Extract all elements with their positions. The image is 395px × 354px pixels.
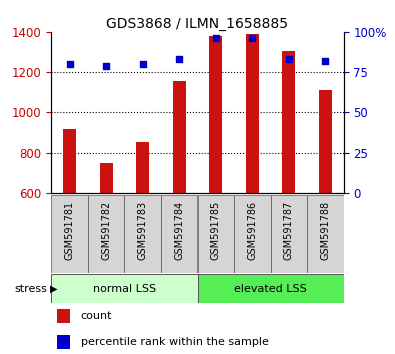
Text: GSM591786: GSM591786 [247, 201, 257, 260]
Text: GSM591781: GSM591781 [65, 201, 75, 260]
Bar [57, 309, 70, 323]
Bar [57, 335, 70, 349]
Text: GSM591788: GSM591788 [320, 201, 330, 260]
Bar [307, 195, 344, 273]
Bar [319, 90, 332, 193]
Text: stress: stress [15, 284, 47, 293]
Title: GDS3868 / ILMN_1658885: GDS3868 / ILMN_1658885 [107, 17, 288, 31]
Point [249, 35, 256, 41]
Text: normal LSS: normal LSS [93, 284, 156, 293]
Bar [88, 195, 124, 273]
Text: GSM591784: GSM591784 [174, 201, 184, 260]
Text: ▶: ▶ [50, 284, 58, 293]
Point [176, 56, 182, 62]
Bar [161, 195, 198, 273]
Text: elevated LSS: elevated LSS [234, 284, 307, 293]
Point [286, 56, 292, 62]
Text: count: count [81, 311, 112, 321]
Point [139, 61, 146, 67]
Point [103, 63, 109, 69]
Bar [271, 195, 307, 273]
Bar [51, 195, 88, 273]
Text: GSM591787: GSM591787 [284, 201, 294, 260]
Bar [124, 195, 161, 273]
Bar [136, 142, 149, 193]
Point [213, 35, 219, 41]
Text: percentile rank within the sample: percentile rank within the sample [81, 337, 269, 347]
Text: GSM591785: GSM591785 [211, 201, 221, 260]
Point [322, 58, 329, 64]
Text: GSM591783: GSM591783 [138, 201, 148, 260]
Bar [209, 36, 222, 193]
Bar [63, 129, 76, 193]
Bar [173, 81, 186, 193]
Bar [234, 195, 271, 273]
Bar [51, 274, 198, 303]
Point [66, 61, 73, 67]
Bar [246, 34, 259, 193]
Bar [100, 163, 113, 193]
Bar [198, 274, 344, 303]
Text: GSM591782: GSM591782 [101, 201, 111, 260]
Bar [198, 195, 234, 273]
Bar [282, 51, 295, 193]
